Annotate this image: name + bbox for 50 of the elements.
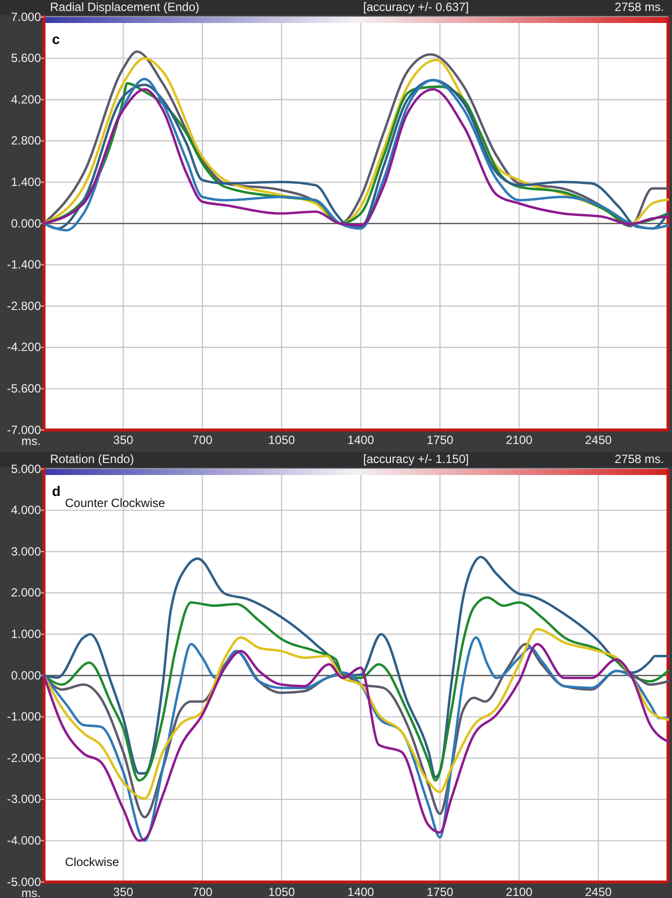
x-tick-label: 2450 <box>584 432 612 447</box>
annotation: Clockwise <box>65 855 120 869</box>
x-tick-label: 350 <box>113 432 134 447</box>
x-tick-label: 2450 <box>584 884 612 898</box>
x-axis-title: ms. <box>21 434 41 448</box>
chart-subtitle: [accuracy +/- 0.637] <box>363 0 469 14</box>
y-tick-label: -4.000 <box>6 834 42 848</box>
x-tick-label: 1050 <box>268 432 296 447</box>
y-tick-label: 2.800 <box>10 134 42 148</box>
x-tick-label: 700 <box>192 432 213 447</box>
annotation: Counter Clockwise <box>65 496 166 510</box>
x-tick-label: 1050 <box>268 884 296 898</box>
y-tick-label: 1.000 <box>10 627 42 642</box>
y-tick-label: 3.000 <box>10 544 42 558</box>
y-tick-label: -7.000 <box>6 422 42 437</box>
chart-subtitle: [accuracy +/- 1.150] <box>363 452 469 466</box>
y-tick-label: 2.000 <box>10 586 42 600</box>
y-tick-label: 0.000 <box>10 668 42 682</box>
x-tick-label: 2100 <box>506 884 533 898</box>
y-tick-label: -2.000 <box>6 750 42 765</box>
x-tick-label: 1750 <box>426 432 454 447</box>
y-tick-label: 4.000 <box>10 503 42 518</box>
x-tick-label: 1400 <box>347 884 374 898</box>
annotation: c <box>52 31 60 47</box>
line-series <box>42 556 670 778</box>
y-tick-label: -4.200 <box>6 340 42 354</box>
y-tick-label: -1.400 <box>6 258 42 272</box>
x-tick-label: 350 <box>113 884 134 898</box>
y-tick-label: 7.000 <box>10 10 42 24</box>
x-axis-title: ms. <box>21 886 41 898</box>
y-tick-label: -1.000 <box>6 710 42 724</box>
chart-title: Radial Displacement (Endo) <box>50 0 200 14</box>
text: 2758 ms. <box>614 452 664 466</box>
y-tick-label: -5.600 <box>6 382 42 396</box>
x-tick-label: 1750 <box>426 884 454 898</box>
y-tick-label: -2.800 <box>6 298 42 313</box>
y-tick-label: -5.000 <box>6 874 42 889</box>
y-tick-label: 5.600 <box>10 51 42 66</box>
y-tick-label: 1.400 <box>10 175 42 190</box>
y-tick-label: 0.000 <box>10 216 42 230</box>
y-tick-label: -3.000 <box>6 792 42 806</box>
x-tick-label: 1400 <box>347 432 374 447</box>
text: 2758 ms. <box>614 0 664 14</box>
x-tick-label: 2100 <box>506 432 533 447</box>
y-tick-label: 5.000 <box>10 462 42 476</box>
annotation: d <box>52 483 61 499</box>
y-tick-label: 4.200 <box>10 92 42 106</box>
x-tick-label: 700 <box>192 884 213 898</box>
chart-title: Rotation (Endo) <box>50 452 134 466</box>
line-series <box>42 628 670 800</box>
